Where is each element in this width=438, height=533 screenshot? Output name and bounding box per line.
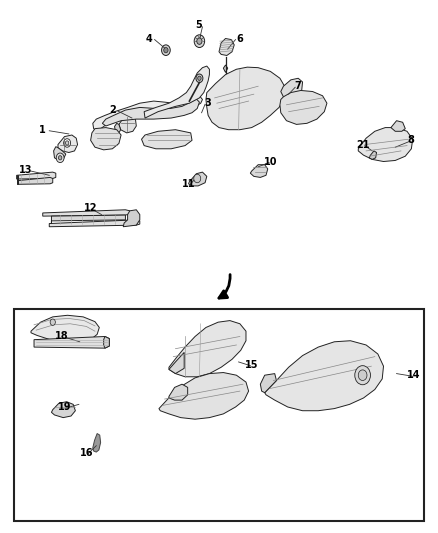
- Polygon shape: [51, 402, 75, 418]
- Text: 7: 7: [294, 81, 301, 91]
- Text: 5: 5: [195, 20, 202, 30]
- Circle shape: [194, 35, 205, 47]
- Polygon shape: [115, 123, 120, 133]
- Polygon shape: [358, 127, 413, 161]
- Polygon shape: [223, 65, 228, 72]
- Circle shape: [358, 370, 367, 381]
- Polygon shape: [34, 336, 110, 348]
- Polygon shape: [260, 374, 276, 393]
- Polygon shape: [219, 38, 234, 55]
- Circle shape: [162, 45, 170, 55]
- Text: 19: 19: [58, 402, 71, 412]
- Polygon shape: [49, 220, 140, 227]
- Polygon shape: [53, 147, 66, 160]
- Polygon shape: [369, 151, 377, 159]
- Circle shape: [194, 174, 201, 183]
- Text: 6: 6: [237, 34, 243, 44]
- Text: 4: 4: [146, 34, 153, 44]
- Polygon shape: [51, 215, 125, 223]
- Polygon shape: [391, 120, 405, 131]
- Text: 21: 21: [357, 140, 370, 150]
- Polygon shape: [104, 336, 110, 348]
- Polygon shape: [43, 210, 130, 216]
- Polygon shape: [58, 135, 78, 152]
- Polygon shape: [206, 67, 285, 130]
- Polygon shape: [17, 172, 56, 179]
- Polygon shape: [188, 172, 207, 186]
- Text: 1: 1: [39, 125, 46, 135]
- Text: 3: 3: [205, 98, 212, 108]
- Polygon shape: [280, 91, 327, 124]
- Polygon shape: [93, 96, 202, 131]
- Polygon shape: [144, 66, 209, 118]
- Polygon shape: [141, 130, 192, 149]
- Polygon shape: [169, 352, 184, 374]
- Bar: [14, 309, 424, 521]
- Text: 11: 11: [182, 179, 195, 189]
- Polygon shape: [251, 165, 268, 177]
- Polygon shape: [119, 116, 136, 133]
- Circle shape: [355, 366, 371, 385]
- Circle shape: [50, 319, 55, 325]
- Circle shape: [64, 139, 71, 147]
- Polygon shape: [93, 433, 101, 452]
- Circle shape: [56, 153, 64, 163]
- Text: 12: 12: [84, 203, 97, 213]
- Text: 10: 10: [264, 157, 277, 166]
- Circle shape: [196, 74, 203, 83]
- Text: 2: 2: [109, 105, 116, 115]
- Text: 13: 13: [18, 165, 32, 175]
- Text: 14: 14: [407, 370, 421, 380]
- Polygon shape: [102, 99, 199, 126]
- Polygon shape: [18, 177, 53, 184]
- Polygon shape: [169, 320, 246, 377]
- Polygon shape: [31, 316, 99, 342]
- Text: 8: 8: [407, 135, 414, 146]
- Circle shape: [198, 76, 201, 80]
- Polygon shape: [265, 341, 384, 411]
- Polygon shape: [123, 210, 140, 227]
- Polygon shape: [17, 175, 18, 184]
- Text: 18: 18: [55, 332, 68, 342]
- Text: 15: 15: [245, 360, 258, 369]
- Circle shape: [58, 156, 62, 160]
- Polygon shape: [281, 78, 303, 100]
- Polygon shape: [159, 373, 249, 419]
- Circle shape: [164, 47, 168, 53]
- Circle shape: [197, 38, 202, 44]
- Polygon shape: [91, 127, 121, 150]
- Circle shape: [65, 141, 69, 145]
- Text: 16: 16: [80, 448, 93, 458]
- Polygon shape: [169, 384, 187, 400]
